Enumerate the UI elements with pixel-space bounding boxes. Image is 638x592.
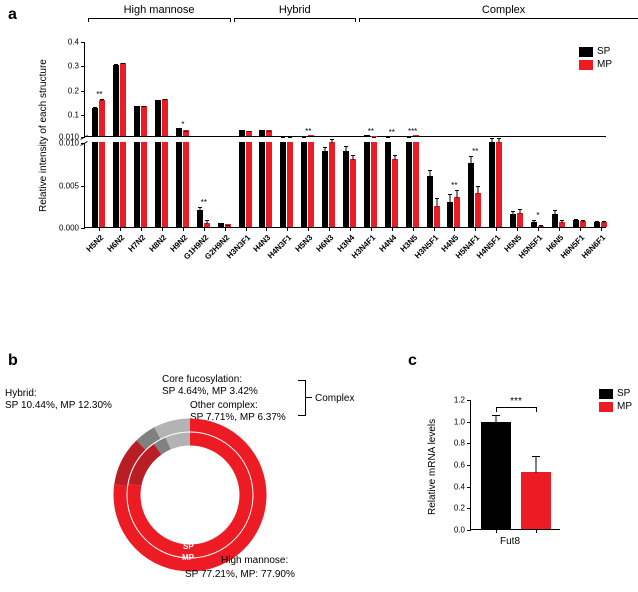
panel-label-c: c [408, 352, 417, 370]
legend-c-mp: MP [599, 401, 632, 412]
label-hm: High mannose: [221, 555, 288, 566]
ring-mp-label: MP [182, 553, 194, 562]
legend-a: SP MP [579, 46, 612, 72]
chart-c-xlabel: Fut8 [500, 536, 520, 547]
panel-a: Relative intensity of each structure Hig… [40, 12, 620, 312]
cat-Complex: Complex [359, 4, 638, 16]
label-core: Core fucosylation: [162, 374, 242, 385]
legend-item-mp: MP [579, 59, 612, 70]
label-hm-v: SP 77.21%, MP: 77.90% [185, 569, 295, 580]
legend-c-mp-label: MP [617, 401, 632, 412]
cat-Hybrid: Hybrid [234, 4, 355, 16]
cat-High mannose: High mannose [88, 4, 230, 16]
legend-item-sp: SP [579, 46, 612, 57]
bar-sp [481, 422, 511, 529]
chart-c-ylabel: Relative mRNA levels [427, 419, 438, 515]
label-complex: Complex [315, 393, 354, 404]
panel-c: Relative mRNA levels 0.00.20.40.60.81.01… [420, 360, 630, 580]
legend-c: SP MP [599, 388, 632, 414]
chart-a: 0.0100.10.20.30.4************ 0.0000.005… [84, 42, 606, 228]
label-core-v: SP 4.64%, MP 3.42% [162, 386, 258, 397]
chart-c: 0.00.20.40.60.81.01.2 *** [470, 400, 560, 530]
legend-mp-label: MP [597, 59, 612, 70]
legend-c-sp-label: SP [617, 388, 630, 399]
panel-label-a: a [8, 6, 17, 24]
label-hybrid-v: SP 10.44%, MP 12.30% [5, 400, 112, 411]
chart-a-ylabel: Relative intensity of each structure [38, 59, 49, 212]
bar-mp [521, 472, 551, 529]
ring-sp-label: SP [183, 542, 194, 551]
label-hybrid: Hybrid: [5, 388, 37, 399]
legend-c-sp: SP [599, 388, 632, 399]
panel-b: Hybrid: SP 10.44%, MP 12.30% Core fucosy… [5, 360, 375, 580]
legend-sp-label: SP [597, 46, 610, 57]
